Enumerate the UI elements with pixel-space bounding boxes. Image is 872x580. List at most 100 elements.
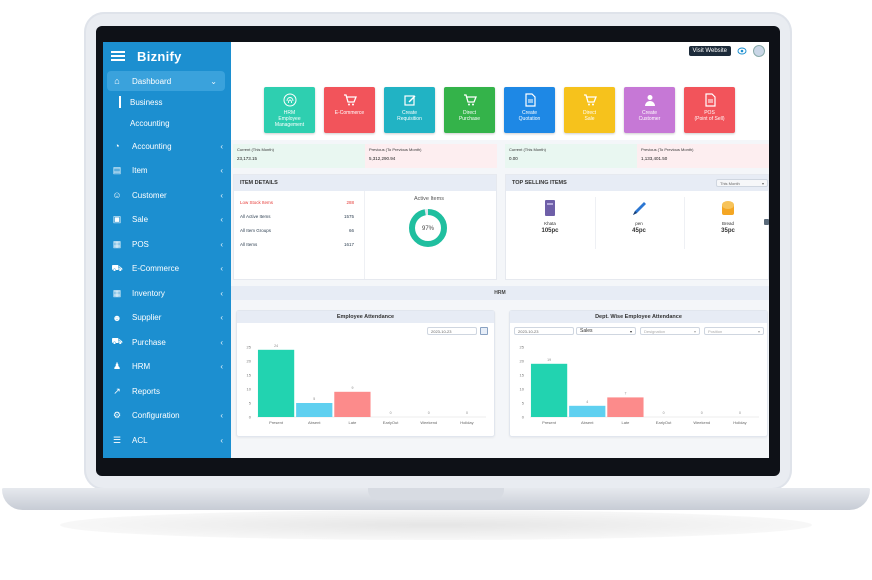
period-select[interactable]: This Month ▾ — [716, 179, 768, 187]
sidebar-item-supplier[interactable]: ☻ Supplier ‹ — [103, 306, 231, 331]
chevron-left-icon: ‹ — [220, 264, 223, 274]
top-selling-panel: TOP SELLING ITEMS This Month ▾ Khata 105pc… — [505, 174, 769, 280]
chevron-left-icon: ‹ — [220, 190, 223, 200]
dept-attendance-panel: Dept. Wise Employee Attendance 2023-10-2… — [509, 310, 768, 437]
avatar[interactable] — [753, 45, 765, 57]
sidebar-item-pos[interactable]: ▦ POS ‹ — [103, 232, 231, 257]
sidebar-item-reports[interactable]: ↗ Reports — [103, 379, 231, 404]
product-qty: 105pc — [541, 228, 559, 234]
divider — [595, 197, 596, 249]
tile-create-quotation[interactable]: Create Quotation — [504, 87, 555, 133]
designation-select[interactable]: Designation ▾ — [640, 327, 700, 335]
eye-icon[interactable] — [737, 46, 747, 56]
y-tick-label: 25 — [247, 345, 252, 350]
panel-title-text: TOP SELLING ITEMS — [512, 180, 567, 186]
bar-absent[interactable] — [569, 405, 606, 417]
stat-previous: Previous (To Previous Month) 5,312,290.9… — [365, 144, 497, 168]
tile-sublabel: Purchase — [458, 116, 481, 122]
panel-title: TOP SELLING ITEMS — [506, 175, 768, 191]
top-selling-item[interactable]: Bread 35pc — [698, 199, 758, 234]
item-detail-row[interactable]: All Item Groups 66 — [240, 228, 354, 233]
sidebar-item-configuration[interactable]: ⚙ Configuration ‹ — [103, 404, 231, 429]
item-detail-label: Low Stock Items — [240, 200, 274, 205]
data-label: 5 — [313, 397, 315, 401]
date-field[interactable]: 2023-10-23 — [427, 327, 477, 335]
top-selling-item[interactable]: pen 45pc — [609, 199, 669, 234]
hrm-icon: ♟ — [112, 361, 122, 372]
item-card-icon: ▤ — [112, 165, 122, 176]
stat-card-1: Current (This Month) 23,173.15 Previous … — [233, 144, 497, 168]
menu-icon[interactable] — [111, 51, 125, 61]
y-tick-label: 10 — [247, 387, 252, 392]
item-detail-row[interactable]: Low Stock Items 288 — [240, 200, 354, 205]
bar-present[interactable] — [530, 363, 568, 417]
briefcase-icon: ▦ — [112, 238, 122, 249]
tile-direct-sale[interactable]: Direct Sale — [564, 87, 615, 133]
hrm-section-header: HRM — [231, 286, 769, 300]
stat-label: Previous (To Previous Month) — [369, 147, 422, 152]
users-icon: ☺ — [112, 190, 122, 201]
carousel-next-icon[interactable] — [764, 219, 769, 225]
stat-value: 0.00 — [509, 156, 518, 161]
tile-create-customer[interactable]: Create Customer — [624, 87, 675, 133]
sidebar-item-customer[interactable]: ☺ Customer ‹ — [103, 183, 231, 208]
sidebar-item-label: Reports — [132, 386, 161, 396]
chevron-down-icon: ⌄ — [210, 76, 217, 86]
y-tick-label: 5 — [249, 401, 252, 406]
date-field[interactable]: 2023-10-23 — [514, 327, 574, 335]
bread-icon — [722, 201, 734, 215]
stat-current: Current (This Month) 0.00 — [505, 144, 637, 168]
item-detail-row[interactable]: All Items 1617 — [240, 242, 354, 247]
department-value: Sales — [580, 328, 593, 334]
quick-tiles: HRM Employee Management E-Commerce Create Re… — [231, 60, 769, 140]
home-icon: ⌂ — [114, 76, 120, 86]
sidebar-item-hrm[interactable]: ♟ HRM ‹ — [103, 355, 231, 380]
tile-e-commerce[interactable]: E-Commerce — [324, 87, 375, 133]
department-select[interactable]: Sales ▾ — [576, 327, 636, 335]
product-qty: 45pc — [632, 228, 646, 234]
trend-icon: ↗ — [113, 385, 121, 396]
data-label: 24 — [274, 344, 278, 348]
calendar-icon[interactable] — [480, 327, 488, 335]
sidebar-item-label: HRM — [132, 362, 151, 372]
sidebar-item-sale[interactable]: ▣ Sale ‹ — [103, 208, 231, 233]
position-select[interactable]: Position ▾ — [704, 327, 764, 335]
sidebar-subitem-business[interactable]: Business — [103, 92, 231, 113]
data-label: 7 — [624, 391, 626, 395]
panel-title: ITEM DETAILS — [234, 175, 496, 191]
visit-website-button[interactable]: Visit Website — [688, 46, 731, 56]
purchase-cart-icon: ⛟ — [111, 336, 123, 347]
brand-name: Biznify — [137, 48, 182, 64]
bar-absent[interactable] — [296, 403, 333, 417]
bar-late[interactable] — [607, 397, 644, 417]
fingerprint-icon — [283, 93, 296, 107]
data-label: 19 — [547, 358, 551, 362]
item-details-panel: ITEM DETAILS Low Stock Items 288 All Activ… — [233, 174, 497, 280]
sidebar-item-inventory[interactable]: ▦ Inventory ‹ — [103, 281, 231, 306]
active-items-donut: 97% — [409, 209, 447, 247]
chevron-down-icon: ▾ — [757, 328, 760, 334]
app-screen: Biznify ⌂ Dashboard ⌄ Business Accounting ◔ Ac… — [103, 42, 769, 458]
y-tick-label: 10 — [520, 387, 525, 392]
sidebar-item-accounting[interactable]: ◔ Accounting ‹ — [103, 134, 231, 159]
chart-title: Employee Attendance — [237, 311, 494, 323]
tile-create-requisition[interactable]: Create Requisition — [384, 87, 435, 133]
sidebar-item-item[interactable]: ▤ Item ‹ — [103, 159, 231, 184]
employee-attendance-panel: Employee Attendance 2023-10-23 0 5 10 15 20 2… — [236, 310, 495, 437]
top-selling-item[interactable]: Khata 105pc — [520, 199, 580, 234]
data-label: 0 — [739, 411, 741, 415]
sidebar-subitem-accounting[interactable]: Accounting — [130, 119, 170, 128]
sidebar-item-acl[interactable]: ☰ ACL ‹ — [103, 428, 231, 453]
bar-late[interactable] — [334, 391, 371, 417]
item-detail-row[interactable]: All Active Items 1575 — [240, 214, 354, 219]
sidebar-item-dashboard[interactable]: ⌂ Dashboard ⌄ — [107, 71, 225, 91]
user-icon — [644, 95, 655, 106]
sidebar-item-e-commerce[interactable]: ⛟ E-Commerce ‹ — [103, 257, 231, 282]
stat-current: Current (This Month) 23,173.15 — [233, 144, 365, 168]
tile-direct-purchase[interactable]: Direct Purchase — [444, 87, 495, 133]
bar-present[interactable] — [257, 349, 295, 417]
sidebar-item-label: Purchase — [132, 337, 166, 347]
sidebar-item-purchase[interactable]: ⛟ Purchase ‹ — [103, 330, 231, 355]
tile-pos-point-of-sell[interactable]: POS (Point of Sell) — [684, 87, 735, 133]
tile-hrm-employee-management[interactable]: HRM Employee Management — [264, 87, 315, 133]
